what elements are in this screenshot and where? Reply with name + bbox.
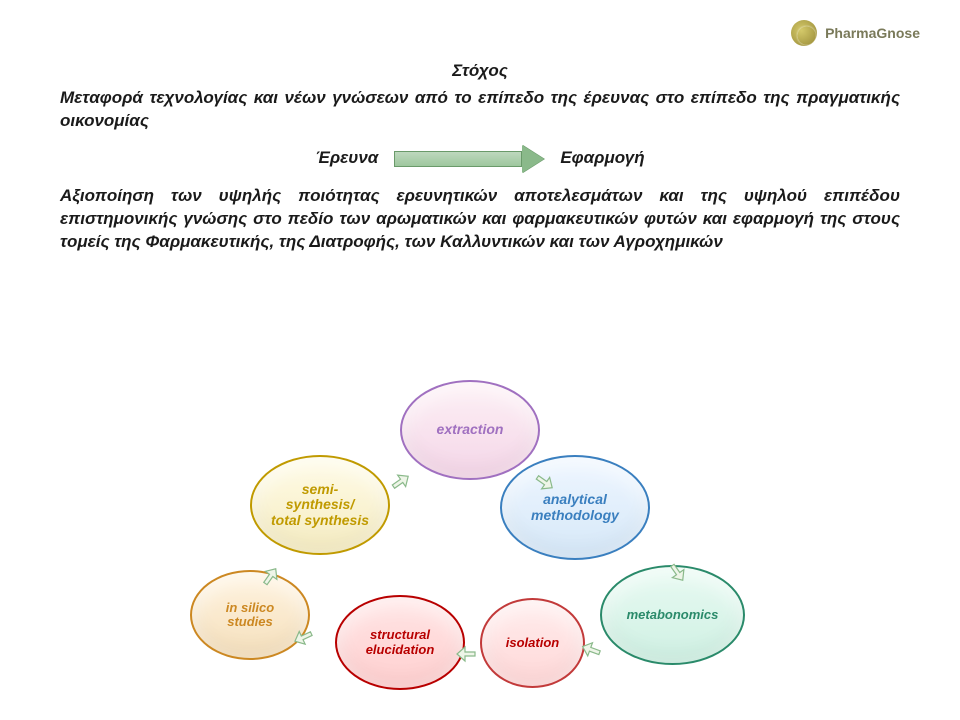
brand-logo: PharmaGnose	[791, 20, 920, 46]
flow-arrow-body	[394, 151, 522, 167]
node-analytical: analyticalmethodology	[500, 455, 650, 560]
connector-arrow-icon	[455, 642, 479, 666]
flow-left-label: Έρευνα	[315, 147, 378, 170]
slide-title: Στόχος	[60, 60, 900, 83]
node-silico-label: in silicostudies	[226, 601, 274, 630]
slide-content: Στόχος Μεταφορά τεχνολογίας και νέων γνώ…	[60, 60, 900, 254]
brand-logo-text: PharmaGnose	[825, 25, 920, 41]
node-isol-label: isolation	[506, 636, 559, 650]
node-in-silico: in silicostudies	[190, 570, 310, 660]
node-extraction-label: extraction	[437, 422, 504, 437]
intro-paragraph: Μεταφορά τεχνολογίας και νέων γνώσεων απ…	[60, 87, 900, 133]
flow-arrow	[394, 145, 544, 173]
node-isolation: isolation	[480, 598, 585, 688]
process-diagram: extraction semi-synthesis/total synthesi…	[0, 380, 960, 700]
node-struct-label: structuralelucidation	[366, 628, 435, 657]
flow-arrow-head-icon	[522, 145, 544, 173]
flow-right-label: Εφαρμογή	[560, 147, 644, 170]
brand-logo-icon	[791, 20, 817, 46]
node-semi-label: semi-synthesis/total synthesis	[271, 482, 369, 528]
node-extraction: extraction	[400, 380, 540, 480]
node-metab-label: metabonomics	[627, 608, 719, 622]
body-paragraph: Αξιοποίηση των υψηλής ποιότητας ερευνητι…	[60, 185, 900, 254]
flow-row: Έρευνα Εφαρμογή	[60, 145, 900, 173]
node-structural: structuralelucidation	[335, 595, 465, 690]
node-semi-synthesis: semi-synthesis/total synthesis	[250, 455, 390, 555]
